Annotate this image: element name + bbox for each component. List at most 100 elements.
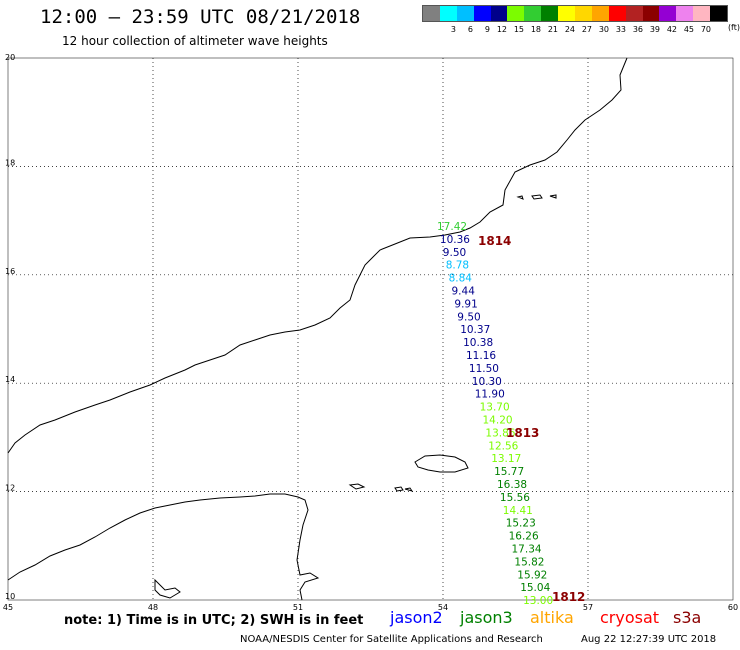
african-coast	[7, 493, 320, 601]
wave-height-label: 11.50	[469, 363, 499, 375]
islet-2	[394, 486, 404, 492]
legend-swatch	[473, 6, 491, 21]
legend-swatch	[591, 6, 609, 21]
legend-label: 27	[581, 25, 592, 34]
socotra-island	[414, 454, 469, 473]
latitude-label: 16	[5, 267, 15, 276]
legend-swatches	[422, 5, 728, 22]
legend-unit: (ft)	[727, 23, 740, 32]
wave-height-label: 17.34	[512, 544, 542, 556]
kuria-muria-islands	[516, 194, 557, 200]
legend-swatch	[710, 6, 728, 21]
wave-height-label: 13.17	[491, 453, 521, 465]
legend-label: 21	[547, 25, 558, 34]
small-islands-sw	[154, 578, 181, 599]
wave-height-label: 9.50	[457, 311, 480, 323]
legend-swatch	[423, 6, 440, 21]
legend-label: 70	[700, 25, 711, 34]
wave-height-label: 16.38	[497, 479, 527, 491]
pass-time-label: 1814	[478, 234, 511, 248]
color-scale-legend: 3 6 9 12 15 18 21 24 27 30 33 36 39 42 45 70 (ft)	[422, 5, 740, 36]
longitude-label: 60	[728, 603, 738, 612]
wave-height-label: 10.30	[472, 376, 502, 388]
wave-height-label: 8.78	[446, 260, 469, 272]
wave-height-label: 15.92	[517, 569, 547, 581]
legend-swatch	[575, 6, 592, 21]
wave-height-label: 9.44	[452, 286, 476, 298]
legend-swatch	[541, 6, 559, 21]
satellite-s3a: s3a	[673, 608, 702, 627]
latitude-label: 20	[5, 53, 15, 62]
pass-time-labels: 1814 1813 1812	[478, 234, 585, 604]
footer-timestamp: Aug 22 12:27:39 UTC 2018	[581, 634, 717, 645]
latitude-label: 18	[5, 158, 15, 167]
wave-height-label: 15.23	[506, 518, 536, 530]
wave-height-label: 9.50	[443, 247, 466, 259]
longitude-label: 51	[293, 603, 303, 612]
longitude-label: 48	[148, 603, 158, 612]
legend-label: 3	[450, 25, 456, 34]
wave-height-label: 15.04	[520, 582, 550, 594]
legend-swatch	[439, 6, 457, 21]
map-frame	[7, 57, 734, 601]
legend-label: 24	[564, 25, 575, 34]
legend-label: 33	[615, 25, 626, 34]
legend-label: 6	[467, 25, 473, 34]
wave-height-label: 9.91	[454, 298, 477, 310]
wave-height-label: 17.42	[437, 221, 467, 233]
wave-height-label: 8.84	[449, 273, 473, 285]
legend-labels: 3 6 9 12 15 18 21 24 27 30 33 36 39 42 45 70	[422, 24, 728, 36]
legend-label: 18	[530, 25, 541, 34]
islet-1	[348, 483, 366, 490]
wave-height-label: 14.41	[503, 505, 533, 517]
satellite-jason3: jason3	[460, 608, 513, 627]
legend-swatch	[676, 6, 694, 21]
legend-label: 42	[666, 25, 677, 34]
wave-height-label: 11.16	[466, 350, 496, 362]
legend-label: 30	[598, 25, 609, 34]
wave-height-label: 16.26	[509, 531, 539, 543]
latitude-label: 12	[5, 484, 15, 493]
wave-height-observations: 17.4210.369.508.788.849.449.919.5010.371…	[437, 221, 553, 607]
map-title: 12:00 — 23:59 UTC 08/21/2018	[40, 6, 361, 28]
wave-height-label: 15.82	[514, 556, 544, 568]
wave-height-label: 10.36	[440, 234, 470, 246]
satellite-altika: altika	[530, 608, 574, 627]
wave-height-label: 13.70	[480, 402, 510, 414]
islet-3	[404, 487, 414, 492]
legend-swatch	[642, 6, 660, 21]
footer-credit: NOAA/NESDIS Center for Satellite Applica…	[240, 634, 543, 645]
wave-height-label: 15.56	[500, 492, 530, 504]
wave-height-label: 12.56	[488, 440, 518, 452]
legend-label: 36	[632, 25, 643, 34]
wave-height-label: 11.90	[475, 389, 505, 401]
legend-swatch	[608, 6, 626, 21]
wave-height-label: 13.00	[523, 595, 553, 607]
longitude-label: 45	[3, 603, 13, 612]
legend-swatch	[558, 6, 576, 21]
wave-height-label: 10.37	[460, 324, 490, 336]
legend-label: 9	[484, 25, 490, 34]
coastline	[7, 57, 628, 601]
pass-time-label: 1813	[506, 426, 539, 440]
legend-label: 45	[683, 25, 694, 34]
longitude-label: 54	[438, 603, 448, 612]
legend-label: 15	[513, 25, 524, 34]
satellite-cryosat: cryosat	[600, 608, 660, 627]
wave-height-label: 10.38	[463, 337, 493, 349]
wave-height-label: 15.77	[494, 466, 524, 478]
legend-swatch	[693, 6, 711, 21]
legend-swatch	[524, 6, 542, 21]
latitude-label: 14	[5, 375, 15, 384]
satellite-jason2: jason2	[390, 608, 443, 627]
legend-label: 12	[496, 25, 507, 34]
pass-time-label: 1812	[552, 590, 585, 604]
map-subtitle: 12 hour collection of altimeter wave hei…	[62, 34, 328, 48]
footer-note: note: 1) Time is in UTC; 2) SWH is in fe…	[64, 613, 364, 628]
legend-swatch	[659, 6, 677, 21]
latitude-label: 10	[5, 592, 15, 601]
graticule: 45 48 51 54 57 60 10 12 14 16 18 20	[3, 53, 738, 612]
legend-swatch	[456, 6, 474, 21]
wave-height-label: 13.86	[485, 427, 515, 439]
